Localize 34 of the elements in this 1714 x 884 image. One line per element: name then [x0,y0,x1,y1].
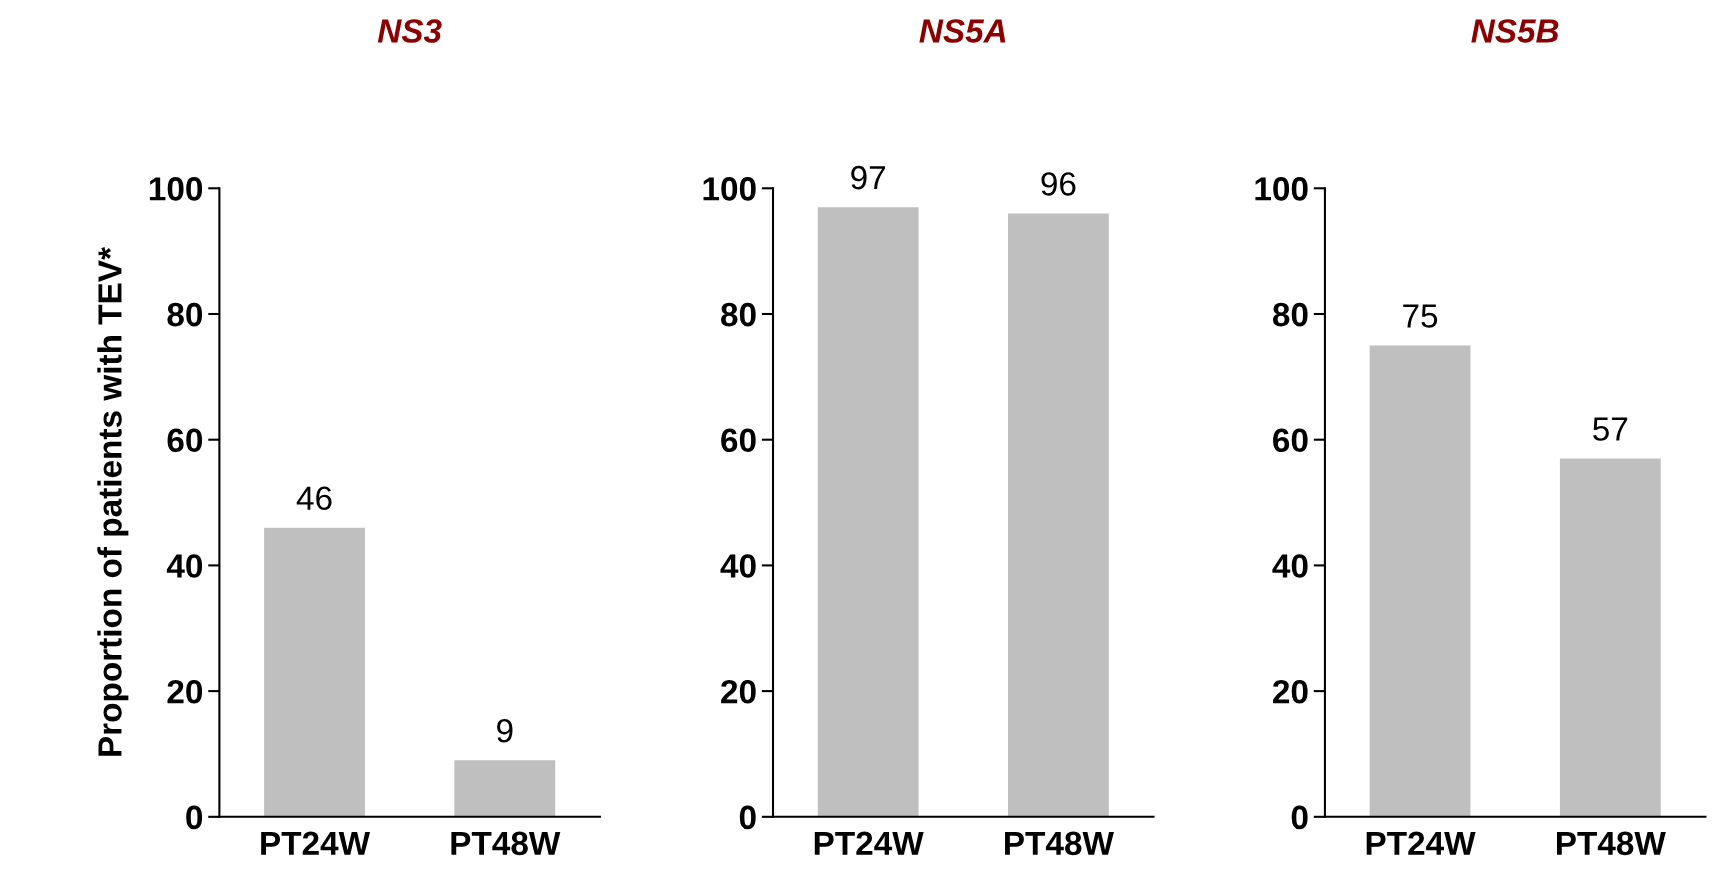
x-tick-label: PT48W [1556,831,1666,856]
chart-title: NS3 [377,19,442,43]
y-tick-label: 0 [186,805,203,830]
y-axis-title: Proportion of patients with TEV* [97,247,129,756]
y-tick-label: 20 [167,679,203,704]
y-tick-label: 60 [721,428,756,453]
x-tick-label: PT24W [1366,831,1476,855]
data-label: 46 [296,486,332,510]
y-tick-label: 100 [1255,177,1308,201]
chart-title: NS5A [919,19,1006,43]
y-tick-label: 40 [166,554,203,578]
y-tick-label: 80 [1272,302,1308,327]
x-tick-label: PT48W [451,831,561,856]
data-label: 9 [497,718,513,743]
y-tick-label: 40 [720,554,756,578]
x-tick-label: PT24W [814,831,924,855]
y-tick-label: 40 [1272,554,1308,578]
data-label: 96 [1041,172,1076,196]
y-tick-label: 100 [149,177,203,201]
data-label: 75 [1403,304,1438,328]
y-tick-label: 60 [167,428,203,453]
x-tick-label: PT48W [1005,831,1114,856]
y-tick-label: 60 [1273,428,1308,453]
data-label: 97 [851,165,886,190]
y-tick-label: 20 [1273,679,1308,704]
y-tick-label: 80 [167,302,203,327]
data-label: 57 [1593,417,1628,441]
y-tick-label: 80 [721,302,756,327]
y-tick-label: 100 [703,177,756,201]
y-tick-label: 0 [1291,805,1308,830]
y-tick-label: 0 [739,805,756,830]
y-tick-label: 20 [721,679,756,704]
x-tick-label: PT24W [261,831,371,855]
chart-title: NS5B [1471,19,1559,43]
